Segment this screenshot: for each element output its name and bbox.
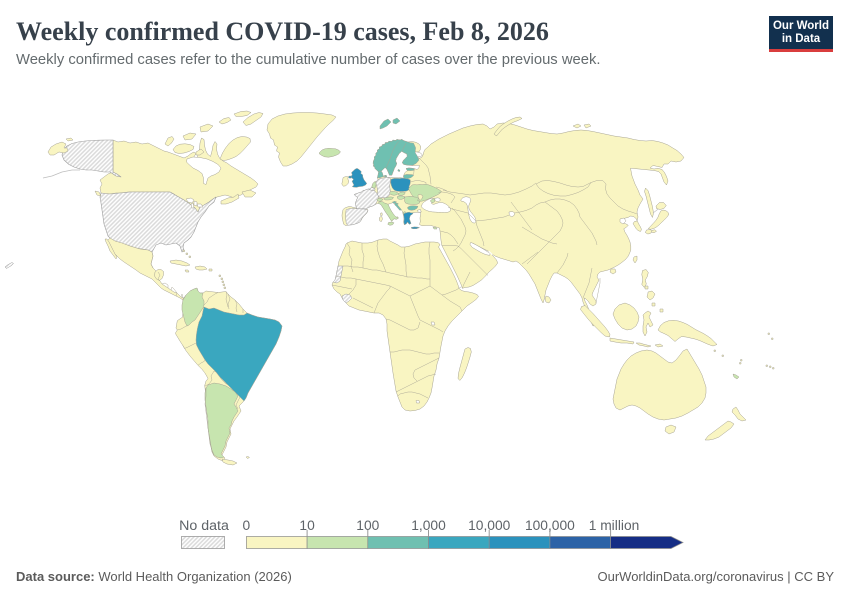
svg-text:10,000: 10,000 xyxy=(468,518,511,533)
svg-text:1 million: 1 million xyxy=(589,518,640,533)
svg-text:100,000: 100,000 xyxy=(525,518,575,533)
svg-text:1,000: 1,000 xyxy=(411,518,446,533)
svg-text:100: 100 xyxy=(356,518,379,533)
svg-text:10: 10 xyxy=(299,518,315,533)
svg-text:0: 0 xyxy=(243,518,251,533)
